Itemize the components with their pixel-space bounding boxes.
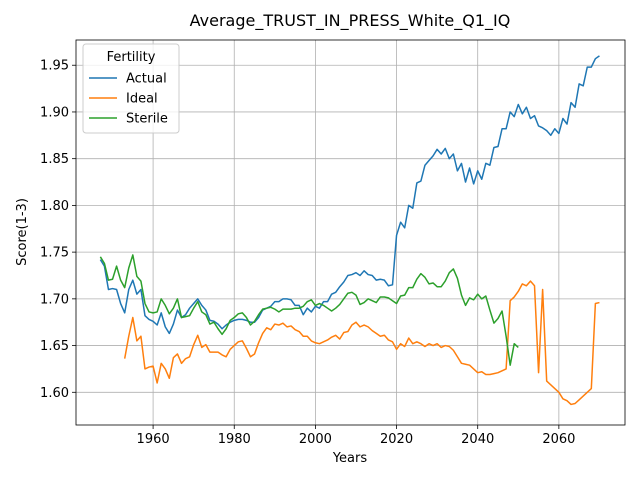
x-axis-label: Years (332, 451, 368, 466)
series-line (123, 280, 600, 406)
legend-label: Ideal (126, 92, 158, 107)
y-tick-label: 1.75 (40, 246, 69, 261)
series-line (99, 55, 600, 335)
y-axis-label: Score(1-3) (15, 198, 30, 266)
x-tick-label: 1980 (218, 432, 251, 447)
lines (99, 55, 600, 406)
y-tick-label: 1.95 (40, 59, 69, 74)
legend-label: Actual (126, 72, 167, 87)
legend-box (82, 43, 180, 134)
y-tick-label: 1.80 (40, 199, 69, 214)
y-tick-label: 1.65 (40, 339, 69, 354)
y-tick-label: 1.85 (40, 152, 69, 167)
grid (76, 40, 625, 425)
legend-title: Fertility (107, 50, 156, 65)
chart-title: Average_TRUST_IN_PRESS_White_Q1_IQ (190, 11, 511, 31)
series-line (99, 254, 519, 366)
y-tick-label: 1.70 (40, 292, 69, 307)
x-tick-label: 2020 (380, 432, 413, 447)
legend-label: Sterile (126, 112, 168, 127)
x-tick-label: 2000 (299, 432, 332, 447)
axes: 1960 1980 2000 2020 2040 2060 1.60 1.65 1.70 1.75… (40, 59, 575, 447)
x-tick-label: 2060 (542, 432, 575, 447)
legend: Fertility Actual Ideal Sterile (82, 43, 180, 134)
y-tick-label: 1.90 (40, 105, 69, 120)
x-tick-label: 2040 (461, 432, 494, 447)
y-tick-label: 1.60 (40, 386, 69, 401)
plot-frame (75, 39, 626, 426)
x-tick-label: 1960 (137, 432, 170, 447)
